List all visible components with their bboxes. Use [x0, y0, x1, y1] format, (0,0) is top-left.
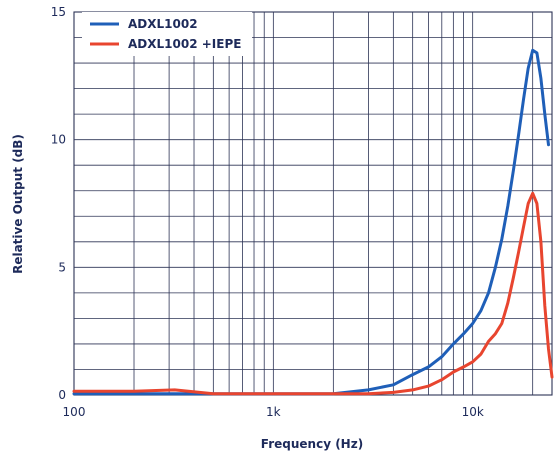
plot-frame [73, 11, 553, 396]
x-tick-label: 1k [266, 405, 281, 419]
y-tick-label: 0 [58, 388, 66, 402]
legend-label-adxl1002: ADXL1002 [128, 17, 198, 31]
y-tick-label: 5 [58, 260, 66, 274]
x-tick-labels: 100 1k 10k [63, 405, 484, 419]
series-lines [72, 48, 554, 396]
x-axis-label: Frequency (Hz) [261, 437, 363, 451]
legend: ADXL1002 ADXL1002 +IEPE [82, 12, 252, 56]
legend-label-adxl1002-iepe: ADXL1002 +IEPE [128, 37, 241, 51]
y-tick-label: 10 [51, 133, 66, 147]
y-axis-label: Relative Output (dB) [11, 134, 25, 274]
x-tick-label: 10k [462, 405, 484, 419]
series-line-adxl1002 [72, 48, 550, 396]
y-tick-label: 15 [51, 5, 66, 19]
series-line-adxl1002-iepe [72, 191, 554, 396]
y-tick-labels: 0 5 10 15 [51, 5, 66, 402]
legend-background [82, 12, 252, 56]
grid [73, 11, 552, 396]
x-tick-label: 100 [63, 405, 86, 419]
